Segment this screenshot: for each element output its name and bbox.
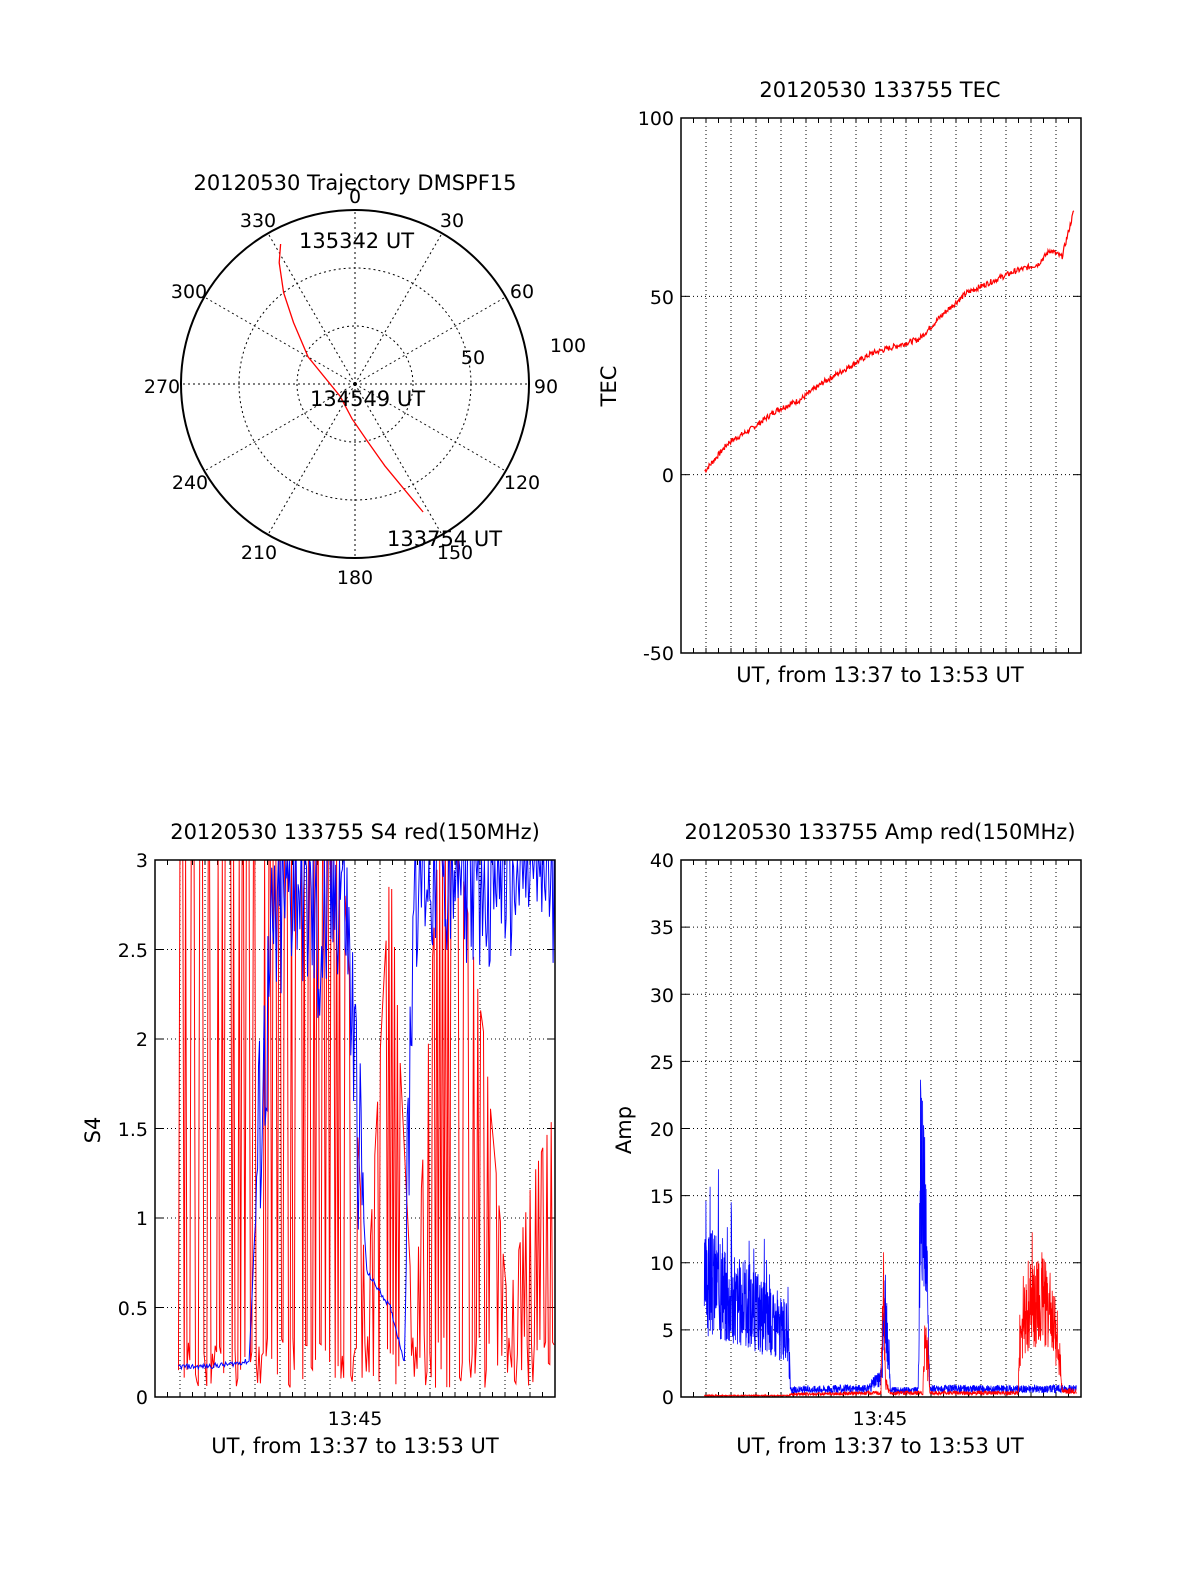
polar-angle-label-0: 0 <box>349 186 361 208</box>
s4-plot-frame <box>154 859 556 1398</box>
s4-ytick-label: 2 <box>136 1029 148 1051</box>
polar-angle-label-60: 60 <box>510 281 534 303</box>
polar-trajectory-chart: 20120530 Trajectory DMSPF15 0 30 60 90 1… <box>144 171 586 589</box>
s4-y-ticks: 0 0.5 1 1.5 2 2.5 3 <box>118 850 148 1409</box>
polar-title: 20120530 Trajectory DMSPF15 <box>193 171 516 195</box>
polar-grid-spoke <box>354 233 443 385</box>
s4-ytick-label: 1 <box>136 1208 148 1230</box>
polar-grid-circle <box>296 325 414 443</box>
amp-x-axis-label: UT, from 13:37 to 13:53 UT <box>736 1434 1024 1458</box>
s4-red-series <box>177 859 555 1388</box>
tec-plot-frame <box>680 117 1082 654</box>
polar-trajectory-line <box>278 243 424 513</box>
amp-ytick-label: 30 <box>650 985 674 1007</box>
polar-angle-labels: 0 30 60 90 120 150 180 210 240 270 300 3… <box>144 186 558 589</box>
tec-chart: 20120530 133755 TEC -50 0 50 100 TEC UT,… <box>597 78 1082 687</box>
amp-ytick-label: 5 <box>662 1320 674 1342</box>
polar-angle-label-180: 180 <box>337 567 373 589</box>
amp-ytick-label: 35 <box>650 917 674 939</box>
s4-title: 20120530 133755 S4 red(150MHz) <box>170 820 540 844</box>
amp-blue-series <box>703 1079 1077 1395</box>
polar-annotation-end: 135342 UT <box>299 229 414 253</box>
amp-series <box>703 1079 1077 1398</box>
polar-angle-label-270: 270 <box>144 376 180 398</box>
s4-grid <box>154 859 556 1398</box>
amp-red-series <box>704 1232 1077 1398</box>
s4-ytick-label: 1.5 <box>118 1119 148 1141</box>
amp-y-ticks: 0 5 10 15 20 25 30 35 40 <box>650 850 674 1409</box>
polar-annotation-mid: 134549 UT <box>310 387 425 411</box>
polar-grid <box>181 210 529 558</box>
amp-xtick-label: 13:45 <box>853 1408 908 1430</box>
amp-ytick-label: 0 <box>662 1387 674 1409</box>
amp-chart: 20120530 133755 Amp red(150MHz) 0 5 10 1… <box>612 820 1082 1458</box>
amp-title: 20120530 133755 Amp red(150MHz) <box>684 820 1075 844</box>
amp-y-axis-label: Amp <box>612 1106 636 1154</box>
s4-series <box>177 859 556 1388</box>
s4-y-axis-label: S4 <box>81 1117 105 1144</box>
polar-angle-label-210: 210 <box>241 542 277 564</box>
tec-y-ticks: -50 0 50 100 <box>638 108 674 665</box>
polar-angle-label-120: 120 <box>504 472 540 494</box>
polar-angle-label-330: 330 <box>240 210 276 232</box>
tec-ytick-label: 50 <box>650 287 674 309</box>
amp-ytick-label: 40 <box>650 850 674 872</box>
tec-y-axis-label: TEC <box>597 366 621 408</box>
tec-x-axis-label: UT, from 13:37 to 13:53 UT <box>736 663 1024 687</box>
polar-angle-label-30: 30 <box>440 210 464 232</box>
polar-grid-spoke <box>354 383 443 535</box>
tec-ytick-label: 0 <box>662 465 674 487</box>
tec-line <box>704 210 1075 474</box>
polar-angle-label-300: 300 <box>171 281 207 303</box>
s4-chart: 20120530 133755 S4 red(150MHz) 0 0.5 1 1… <box>81 820 556 1458</box>
amp-plot-frame <box>680 859 1082 1398</box>
polar-angle-label-90: 90 <box>534 376 558 398</box>
s4-ytick-label: 0 <box>136 1387 148 1409</box>
s4-ytick-label: 2.5 <box>118 940 148 962</box>
tec-title: 20120530 133755 TEC <box>759 78 1000 102</box>
amp-ytick-label: 10 <box>650 1253 674 1275</box>
polar-grid-spoke <box>267 233 356 385</box>
tec-ytick-label: -50 <box>643 643 674 665</box>
polar-grid-spoke <box>354 296 506 385</box>
s4-ytick-label: 3 <box>136 850 148 872</box>
polar-angle-label-150: 150 <box>437 542 473 564</box>
polar-grid-spoke <box>354 383 506 472</box>
s4-blue-series <box>178 859 556 1371</box>
polar-angle-label-240: 240 <box>172 472 208 494</box>
polar-annotation-start: 133754 UT <box>387 527 502 551</box>
polar-grid-spoke <box>267 383 356 535</box>
amp-ytick-label: 25 <box>650 1052 674 1074</box>
polar-outer-circle <box>180 209 530 559</box>
polar-grid-spoke <box>204 383 356 472</box>
polar-radial-label-100: 100 <box>550 335 586 357</box>
tec-grid <box>680 117 1082 654</box>
s4-x-axis-label: UT, from 13:37 to 13:53 UT <box>211 1434 499 1458</box>
s4-ytick-label: 0.5 <box>118 1298 148 1320</box>
amp-ytick-label: 20 <box>650 1119 674 1141</box>
amp-ytick-label: 15 <box>650 1186 674 1208</box>
polar-grid-spoke <box>204 296 356 385</box>
polar-radial-label-50: 50 <box>461 347 485 369</box>
s4-xtick-label: 13:45 <box>328 1408 383 1430</box>
tec-ytick-label: 100 <box>638 108 674 130</box>
